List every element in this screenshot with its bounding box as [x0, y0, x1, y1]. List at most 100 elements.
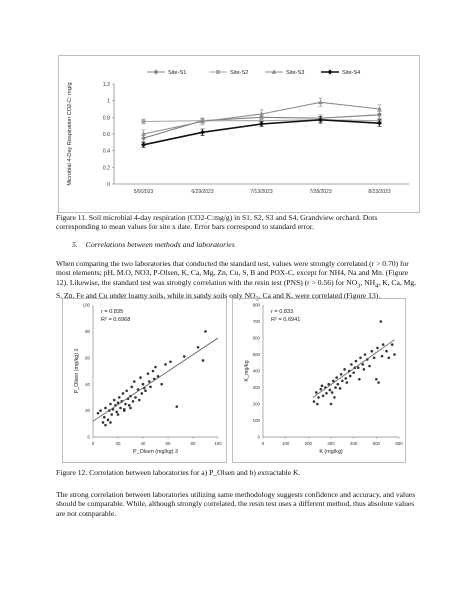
paragraph-text: When comparing the two laboratories that…: [56, 259, 409, 287]
subscript: 3: [357, 282, 361, 290]
respiration-line-chart: 0 0.2 0.4 0.6 0.8 1 1.2 5/9/2023 6/29/2023 7/13/2…: [67, 69, 409, 195]
data-point: [377, 112, 382, 118]
x-tick-label: 500: [373, 441, 381, 446]
scatter-point: [381, 343, 385, 346]
figure-11-caption: Figure 11. Soil microbial 4-day respirat…: [56, 213, 378, 232]
x-axis-label: K (mg/kg): [319, 449, 343, 455]
x-tick-label: 6/29/2023: [191, 189, 213, 195]
data-point: [377, 120, 382, 126]
scatter-point: [329, 402, 333, 406]
x-tick-label: 600: [395, 441, 403, 446]
paragraph-text: , K, Ca, Mg, S, Zn, Fe and Cu under loam…: [56, 277, 417, 300]
scatter-point: [348, 374, 352, 378]
scatter-point: [121, 392, 125, 395]
y-tick-label: 0.2: [103, 165, 110, 171]
scatter-point: [160, 382, 164, 386]
scatter-point: [109, 421, 112, 424]
section-number: 5.: [72, 240, 78, 249]
legend-marker: [271, 69, 277, 74]
scatter-point: [104, 423, 107, 427]
scatter-point: [316, 402, 319, 406]
scatter-point: [375, 377, 378, 381]
y-tick-label: 100: [253, 418, 261, 423]
closing-paragraph: The strong correlation between laborator…: [56, 490, 416, 518]
y-tick-label: 500: [253, 352, 261, 357]
y-tick-label: 300: [253, 385, 261, 390]
y-tick-label: 400: [253, 369, 261, 374]
scatter-point: [314, 391, 318, 394]
scatter-point: [358, 377, 361, 381]
section-title: Correlations between methods and laborat…: [85, 240, 235, 249]
x-tick-label: 200: [305, 441, 313, 446]
scatter-point: [330, 391, 334, 394]
scatter-point: [333, 396, 336, 399]
scatter-point: [169, 360, 172, 364]
y-axis-label: Microbial 4-Day Respiration CO2-C: mg/g: [67, 82, 73, 185]
figure-11-chart: 0 0.2 0.4 0.6 0.8 1 1.2 5/9/2023 6/29/2023 7/13/2…: [58, 55, 420, 213]
scatter-point: [131, 400, 135, 403]
scatter-point: [379, 320, 383, 323]
legend-marker: [327, 69, 333, 75]
scatter-point: [393, 353, 396, 356]
scatter-point: [102, 415, 106, 419]
x-tick-label: 60: [166, 441, 171, 446]
x-tick-label: 400: [350, 441, 358, 446]
y-tick-label: 40: [85, 382, 90, 387]
figure-12b-chart: 0 100 200 300 400 500 600 700 800 0 100 200 300 400 50…: [232, 298, 406, 463]
scatter-point: [147, 380, 151, 383]
x-tick-label: 20: [116, 441, 121, 446]
scatter-point: [372, 356, 376, 360]
figure-12a-chart: 0 20 40 60 80 100 0 20 40 60 80 100 P_Olsen (mg/kg) …: [62, 298, 227, 463]
x-tick-label: 100: [214, 441, 222, 446]
paragraph-text: , Ca and K, were correlated (Figure 13).: [258, 290, 381, 300]
data-point: [377, 106, 382, 111]
scatter-point: [146, 372, 150, 375]
scatter-point: [341, 379, 344, 383]
scatter-point: [325, 391, 328, 395]
y-tick-label: 1: [107, 99, 110, 105]
scatter-point: [204, 330, 207, 333]
x-tick-label: 0: [92, 441, 95, 446]
trend-line: [92, 337, 219, 422]
x-tick-label: 40: [141, 441, 146, 446]
scatter-point: [124, 402, 127, 406]
scatter-point: [175, 405, 179, 408]
data-point: [259, 111, 264, 116]
scatter-point: [362, 368, 366, 371]
y-tick-label: 200: [253, 402, 261, 407]
data-point: [259, 121, 264, 127]
legend-label: Site-S2: [230, 70, 248, 76]
scatter-point: [385, 349, 388, 353]
scatter-point: [377, 381, 380, 384]
y-tick-label: 0.6: [103, 132, 110, 138]
scatter-point: [352, 371, 355, 374]
figure-12-caption: Figure 12. Correlation between laborator…: [56, 468, 301, 477]
scatter-point: [151, 369, 155, 373]
scatter-point: [130, 385, 134, 389]
scatter-point: [116, 413, 120, 416]
scatter-point: [96, 411, 100, 415]
y-tick-label: 100: [83, 303, 91, 308]
section-paragraph: When comparing the two laboratories that…: [56, 259, 420, 304]
y-tick-label: 60: [85, 355, 90, 360]
scatter-point: [134, 396, 137, 399]
legend-label: Site-S3: [286, 70, 304, 76]
scatter-point: [139, 376, 142, 379]
trend-line: [312, 339, 395, 398]
y-tick-label: 600: [253, 336, 261, 341]
data-point: [259, 118, 264, 123]
y-tick-label: 80: [85, 329, 90, 334]
scatter-point: [321, 394, 325, 398]
scatter-point: [317, 396, 320, 399]
data-point: [318, 117, 323, 123]
paragraph-text: , NH: [360, 277, 376, 287]
x-tick-label: 300: [327, 441, 335, 446]
scatter-point: [154, 365, 157, 369]
y-tick-label: 0.4: [103, 149, 110, 155]
scatter-point: [101, 421, 105, 424]
scatter-point: [156, 374, 160, 378]
scatter-point: [336, 382, 340, 386]
scatter-point: [110, 413, 114, 416]
scatter-point: [149, 385, 152, 389]
scatter-point: [370, 349, 374, 353]
